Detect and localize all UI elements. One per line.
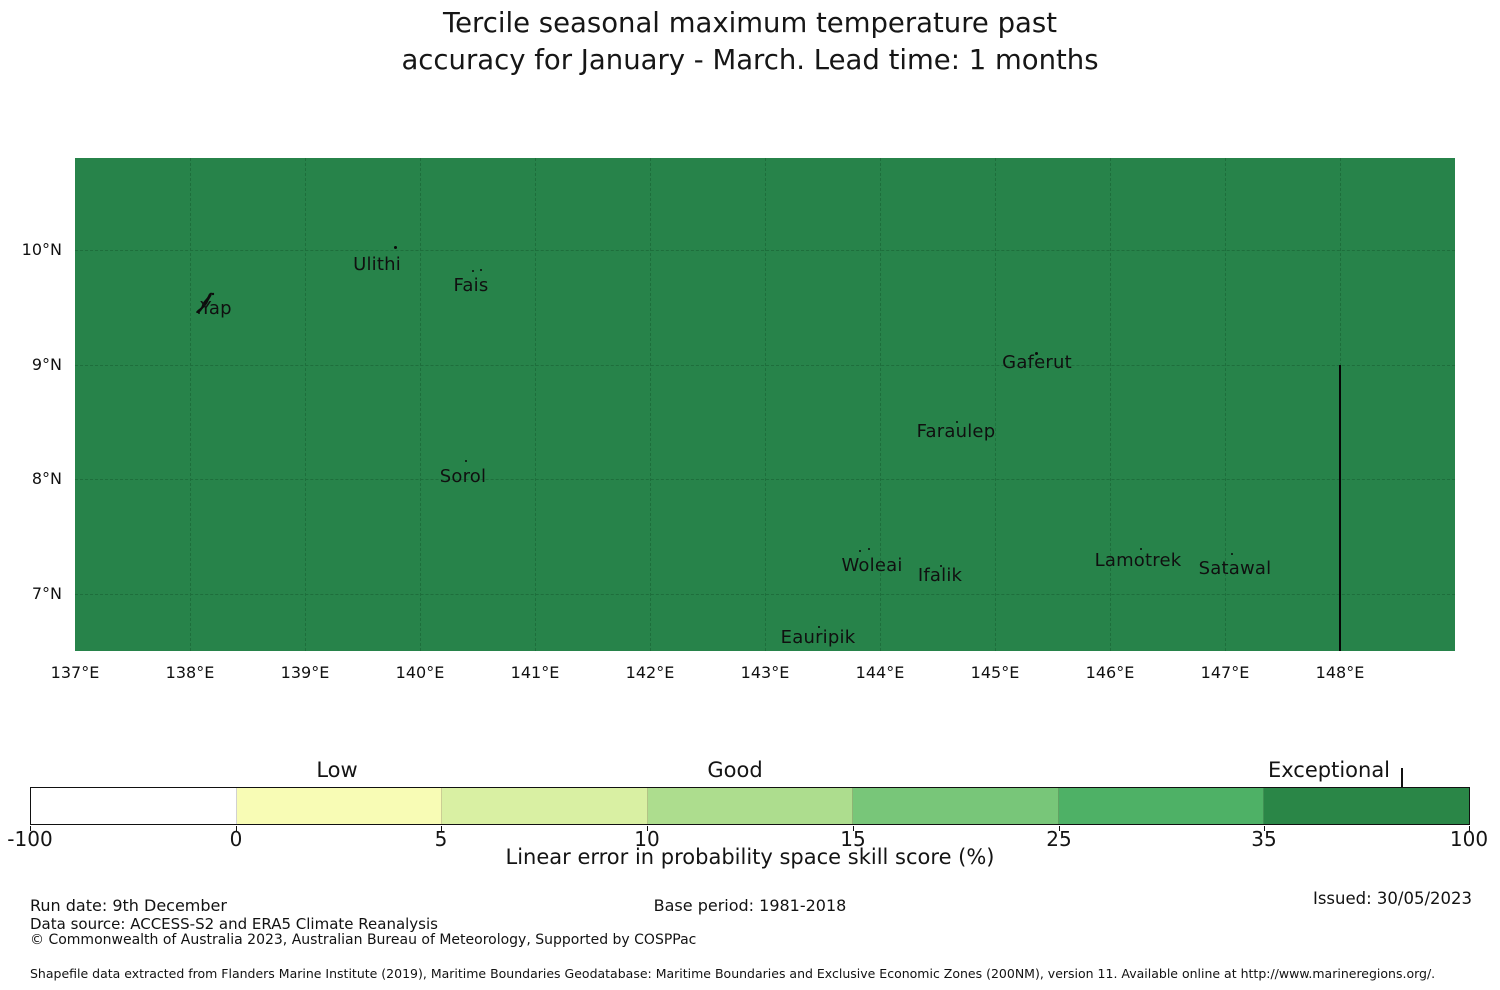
island-marker bbox=[1231, 553, 1233, 555]
island-marker bbox=[859, 550, 861, 552]
colorbar-segment bbox=[442, 788, 648, 824]
x-axis-tick-label: 144°E bbox=[855, 663, 905, 682]
island-marker bbox=[940, 565, 942, 567]
x-axis-tick-label: 148°E bbox=[1315, 663, 1365, 682]
island-label-ulithi: Ulithi bbox=[353, 254, 401, 275]
gridline-vertical bbox=[1225, 158, 1226, 651]
gridline-vertical bbox=[420, 158, 421, 651]
colorbar-tick bbox=[647, 826, 648, 831]
colorbar-segment bbox=[1264, 788, 1470, 824]
colorbar-tick-label: 0 bbox=[229, 827, 243, 851]
x-axis-tick-label: 139°E bbox=[280, 663, 330, 682]
x-axis-tick-label: 147°E bbox=[1200, 663, 1250, 682]
colorbar-segment bbox=[647, 788, 854, 824]
island-label-faraulep: Faraulep bbox=[916, 421, 996, 442]
island-label-yap: Yap bbox=[200, 298, 232, 319]
x-axis-tick-label: 138°E bbox=[165, 663, 215, 682]
island-marker bbox=[465, 460, 467, 462]
copyright-text: © Commonwealth of Australia 2023, Austra… bbox=[30, 932, 697, 948]
island-label-fais: Fais bbox=[453, 275, 489, 296]
colorbar-tick-label: 5 bbox=[434, 827, 448, 851]
gridline-horizontal bbox=[75, 250, 1455, 251]
exceptional-leader-line bbox=[1401, 768, 1403, 788]
colorbar-segment bbox=[31, 788, 237, 824]
island-label-gaferut: Gaferut bbox=[1002, 352, 1072, 373]
colorbar-category-exceptional: Exceptional bbox=[1267, 758, 1391, 782]
colorbar-category-low: Low bbox=[316, 758, 358, 782]
gridline-vertical bbox=[995, 158, 996, 651]
gridline-vertical bbox=[765, 158, 766, 651]
gridline-vertical bbox=[650, 158, 651, 651]
colorbar-tick bbox=[1469, 826, 1470, 831]
island-marker bbox=[956, 421, 958, 423]
colorbar-tick bbox=[1264, 826, 1265, 831]
island-label-lamotrek: Lamotrek bbox=[1094, 550, 1182, 571]
run-date-text: Run date: 9th December bbox=[30, 896, 227, 915]
colorbar-tick-label: 35 bbox=[1251, 827, 1277, 851]
gridline-vertical bbox=[190, 158, 191, 651]
colorbar-tick-label: 25 bbox=[1046, 827, 1072, 851]
data-source-text: Data source: ACCESS-S2 and ERA5 Climate … bbox=[30, 915, 438, 933]
island-marker bbox=[480, 269, 482, 271]
colorbar-tick bbox=[1059, 826, 1060, 831]
x-axis-tick-label: 142°E bbox=[625, 663, 675, 682]
gridline-vertical bbox=[1110, 158, 1111, 651]
island-marker bbox=[1035, 352, 1038, 355]
gridline-horizontal bbox=[75, 365, 1455, 366]
y-axis-tick-label: 8°N bbox=[31, 469, 62, 488]
colorbar-tick bbox=[853, 826, 854, 831]
colorbar-tick-label: 15 bbox=[840, 827, 866, 851]
figure-title-line2: accuracy for January - March. Lead time:… bbox=[401, 44, 1099, 76]
x-axis-tick-label: 143°E bbox=[740, 663, 790, 682]
x-axis-tick-label: 137°E bbox=[50, 663, 100, 682]
gridline-vertical bbox=[305, 158, 306, 651]
x-axis-tick-label: 140°E bbox=[395, 663, 445, 682]
gridline-vertical bbox=[880, 158, 881, 651]
y-axis-tick-label: 10°N bbox=[21, 240, 62, 259]
yap-island-shape bbox=[196, 292, 215, 314]
colorbar-segment bbox=[1058, 788, 1265, 824]
colorbar-segment bbox=[236, 788, 443, 824]
colorbar-axis-label: Linear error in probability space skill … bbox=[505, 845, 995, 869]
island-marker bbox=[1140, 548, 1142, 550]
island-marker bbox=[868, 548, 870, 550]
x-axis-tick-label: 145°E bbox=[970, 663, 1020, 682]
map-area: Yap Ulithi Fais Sorol Gaferut Faraulep W… bbox=[75, 158, 1455, 651]
colorbar bbox=[30, 787, 1470, 825]
eez-boundary-line bbox=[1339, 365, 1341, 651]
base-period-text: Base period: 1981-2018 bbox=[653, 896, 847, 915]
colorbar-tick-label: -100 bbox=[7, 827, 53, 851]
gridline-horizontal bbox=[75, 594, 1455, 595]
y-axis-tick-label: 9°N bbox=[31, 355, 62, 374]
colorbar-tick bbox=[236, 826, 237, 831]
colorbar-tick bbox=[30, 826, 31, 831]
colorbar-tick-label: 10 bbox=[634, 827, 660, 851]
x-axis-tick-label: 146°E bbox=[1085, 663, 1135, 682]
island-label-satawal: Satawal bbox=[1198, 558, 1272, 579]
colorbar-tick-label: 100 bbox=[1449, 827, 1489, 851]
island-label-sorol: Sorol bbox=[439, 466, 487, 487]
gridline-vertical bbox=[535, 158, 536, 651]
island-label-eauripik: Eauripik bbox=[780, 627, 856, 648]
x-axis-tick-label: 141°E bbox=[510, 663, 560, 682]
island-marker bbox=[394, 246, 397, 249]
colorbar-category-good: Good bbox=[707, 758, 763, 782]
island-label-woleai: Woleai bbox=[841, 555, 903, 576]
issued-date-text: Issued: 30/05/2023 bbox=[1312, 889, 1472, 908]
figure-title-line1: Tercile seasonal maximum temperature pas… bbox=[442, 7, 1058, 39]
island-label-ifalik: Ifalik bbox=[917, 565, 963, 586]
gridline-horizontal bbox=[75, 479, 1455, 480]
colorbar-segment bbox=[853, 788, 1059, 824]
shapefile-attribution-text: Shapefile data extracted from Flanders M… bbox=[30, 966, 1436, 981]
y-axis-tick-label: 7°N bbox=[31, 584, 62, 603]
colorbar-tick bbox=[441, 826, 442, 831]
island-marker bbox=[472, 270, 474, 272]
island-marker bbox=[818, 626, 820, 628]
